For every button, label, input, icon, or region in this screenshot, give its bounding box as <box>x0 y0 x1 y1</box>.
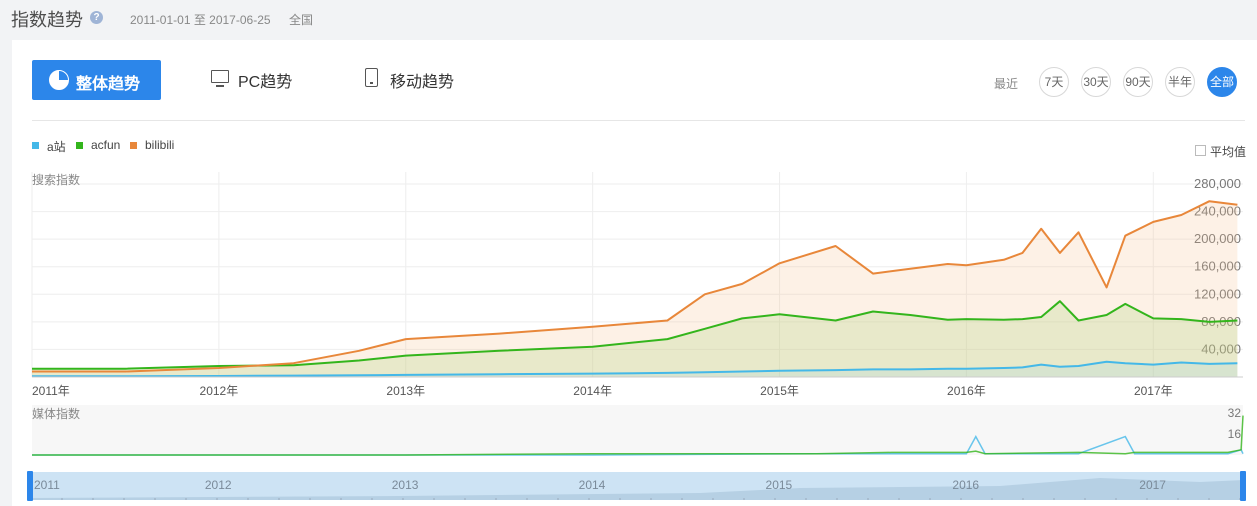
x-tick-label: 2011年 <box>32 384 70 398</box>
media-y-tick-label: 16 <box>1228 427 1242 441</box>
range-all-button[interactable]: 全部 <box>1207 67 1237 97</box>
y-tick-label: 160,000 <box>1194 259 1241 274</box>
legend-label: bilibili <box>145 138 175 152</box>
x-tick-label: 2017年 <box>1134 384 1173 398</box>
navigator-tick-label: 2014 <box>579 478 606 492</box>
page-title: 指数趋势 <box>11 10 83 30</box>
navigator-tick-label: 2015 <box>766 478 793 492</box>
navigator-area <box>30 478 1244 500</box>
monitor-icon <box>211 70 229 87</box>
range-90-days-button[interactable]: 90天 <box>1123 67 1153 97</box>
legend-swatch <box>32 142 39 149</box>
media-series-line-1 <box>32 415 1244 456</box>
y-tick-label: 120,000 <box>1194 286 1241 301</box>
average-checkbox[interactable] <box>1195 145 1206 156</box>
series-line-2 <box>32 200 1238 373</box>
top-bar: 指数趋势 ? 2011-01-01 至 2017-06-25 全国 <box>0 0 1257 40</box>
y-tick-label: 240,000 <box>1194 204 1241 219</box>
legend-label: acfun <box>91 138 121 152</box>
x-tick-label: 2015年 <box>760 384 799 398</box>
series-line-0 <box>32 360 1238 378</box>
range-30-days-button[interactable]: 30天 <box>1081 67 1111 97</box>
navigator-left-handle <box>27 471 33 501</box>
chart-title: 搜索指数 <box>32 172 80 187</box>
series-area-0 <box>32 361 1238 377</box>
tab-pc-label: PC趋势 <box>238 74 293 91</box>
range-7-days-button[interactable]: 7天 <box>1039 67 1069 97</box>
mobile-phone-icon <box>365 68 378 87</box>
tab-overall-trend[interactable]: 整体趋势 <box>32 60 161 100</box>
x-tick-label: 2014年 <box>573 384 612 398</box>
divider <box>32 120 1245 121</box>
pie-chart-icon <box>49 70 69 90</box>
navigator-tick-label: 2012 <box>205 478 232 492</box>
y-tick-label: 40,000 <box>1201 341 1241 356</box>
y-tick-label: 200,000 <box>1194 231 1241 246</box>
media-series-line-0 <box>32 435 1244 456</box>
media-y-tick-label: 32 <box>1228 406 1242 420</box>
navigator-tick-label: 2016 <box>952 478 979 492</box>
navigator-right-handle <box>1240 471 1246 501</box>
average-label: 平均值 <box>1210 145 1247 159</box>
x-tick-label: 2012年 <box>200 384 239 398</box>
media-plot-area <box>32 405 1243 455</box>
range-half-year-button[interactable]: 半年 <box>1165 67 1195 97</box>
legend-label: a站 <box>47 140 66 154</box>
media-chart-title: 媒体指数 <box>32 406 80 421</box>
tab-overall-label: 整体趋势 <box>76 76 141 93</box>
date-range: 2011-01-01 至 2017-06-25 <box>130 13 271 27</box>
x-tick-label: 2016年 <box>947 384 986 398</box>
y-tick-label: 280,000 <box>1194 176 1241 191</box>
legend-swatch <box>130 142 137 149</box>
series-area-1 <box>32 301 1238 377</box>
range-label: 最近 <box>994 77 1019 91</box>
help-icon[interactable]: ? <box>90 11 103 24</box>
navigator-tick-label: 2017 <box>1139 478 1166 492</box>
region-label: 全国 <box>289 13 314 27</box>
x-tick-label: 2013年 <box>386 384 425 398</box>
series-area-2 <box>32 201 1238 377</box>
series-line-1 <box>32 300 1238 370</box>
legend-swatch <box>76 142 83 149</box>
tab-mobile-label: 移动趋势 <box>390 74 455 91</box>
navigator-tick-label: 2013 <box>392 478 419 492</box>
navigator-tick-label: 2011 <box>34 478 60 492</box>
